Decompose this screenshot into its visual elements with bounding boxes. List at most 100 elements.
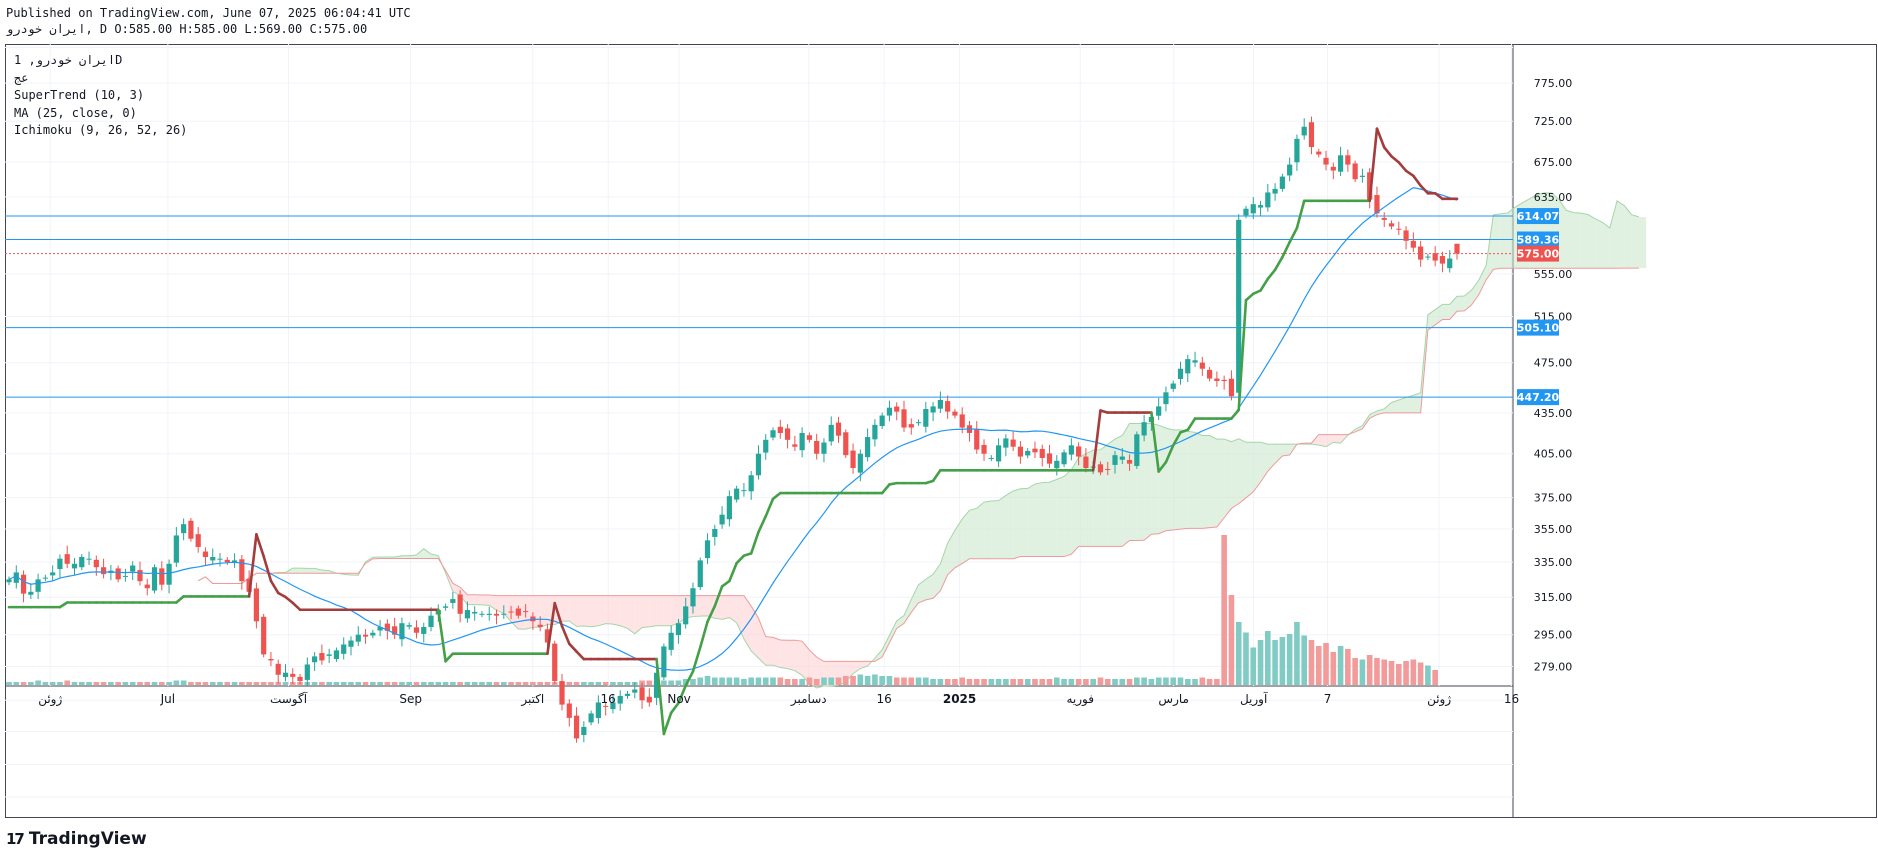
price-tick-label: 725.00 bbox=[1534, 115, 1573, 128]
volume-bar bbox=[1323, 643, 1329, 685]
volume-bar bbox=[42, 682, 49, 685]
ichimoku-cloud-segment bbox=[969, 508, 977, 559]
volume-bar bbox=[1148, 679, 1155, 685]
time-tick-label: دسامبر bbox=[790, 692, 827, 707]
volume-bar bbox=[915, 677, 922, 685]
candle-body bbox=[515, 608, 521, 616]
legend-supertrend[interactable]: SuperTrend (10, 3) bbox=[14, 88, 145, 102]
candle-body bbox=[886, 407, 893, 416]
supertrend-segment bbox=[1157, 460, 1168, 473]
tradingview-logo-icon: 17 bbox=[6, 830, 25, 848]
volume-bar bbox=[770, 677, 776, 685]
ichimoku-cloud-segment bbox=[1507, 207, 1516, 269]
ichimoku-cloud-segment bbox=[562, 595, 570, 622]
supertrend-segment bbox=[247, 533, 258, 598]
volume-bar bbox=[966, 679, 973, 685]
volume-bar bbox=[1206, 679, 1213, 685]
candle-body bbox=[1228, 378, 1235, 397]
candle-body bbox=[930, 406, 936, 413]
candle-body bbox=[603, 705, 609, 707]
level-badge-label: 614.07 bbox=[1517, 210, 1559, 223]
volume-bar bbox=[1308, 640, 1315, 685]
candle-body bbox=[377, 627, 383, 631]
volume-bar bbox=[595, 682, 602, 685]
volume-bar bbox=[901, 677, 907, 685]
legend-symbol[interactable]: ایران خودرو, 1D bbox=[14, 53, 123, 67]
candle-body bbox=[210, 557, 216, 561]
volume-bar bbox=[842, 676, 849, 685]
ichimoku-cloud-segment bbox=[1486, 214, 1494, 280]
time-tick-label: Nov bbox=[667, 692, 690, 706]
supertrend-segment bbox=[728, 561, 738, 583]
ichimoku-cloud-segment bbox=[903, 599, 912, 624]
volume-bar bbox=[1024, 679, 1031, 685]
volume-bar bbox=[486, 682, 493, 685]
candle-body bbox=[632, 689, 638, 693]
volume-bar bbox=[1410, 659, 1417, 685]
candle-body bbox=[1112, 455, 1118, 465]
level-badge bbox=[1517, 389, 1559, 406]
ichimoku-cloud-segment bbox=[540, 595, 548, 628]
candle-body bbox=[923, 409, 929, 427]
ichimoku-cloud-segment bbox=[416, 548, 424, 559]
candle-body bbox=[588, 713, 594, 723]
ichimoku-cloud-segment bbox=[634, 595, 643, 634]
ichimoku-cloud-segment bbox=[860, 661, 868, 669]
volume-bar bbox=[260, 682, 267, 685]
candle-body bbox=[1054, 460, 1060, 469]
volume-bar bbox=[1345, 649, 1351, 685]
candle-body bbox=[566, 703, 572, 718]
chart-area[interactable]: 775.00725.00675.00635.00555.00515.00475.… bbox=[5, 44, 1877, 818]
ichimoku-cloud-segment bbox=[794, 640, 803, 676]
candle-body bbox=[1032, 448, 1038, 453]
candle-body bbox=[1410, 240, 1416, 248]
volume-bar bbox=[1039, 679, 1046, 685]
supertrend-segment bbox=[880, 483, 891, 495]
volume-bar bbox=[35, 680, 41, 685]
volume-bar bbox=[188, 682, 194, 685]
supertrend-segment bbox=[437, 608, 447, 663]
volume-bar bbox=[1301, 635, 1307, 685]
legend-ma[interactable]: MA (25, close, 0) bbox=[14, 105, 137, 120]
candle-body bbox=[814, 440, 820, 454]
candle-body bbox=[100, 567, 107, 575]
volume-bar bbox=[406, 682, 413, 685]
candle-body bbox=[268, 658, 274, 661]
ichimoku-cloud-segment bbox=[1580, 213, 1588, 269]
candle-body bbox=[57, 558, 63, 569]
ichimoku-cloud-segment bbox=[1115, 435, 1123, 547]
ichimoku-cloud-segment bbox=[1457, 295, 1465, 312]
ichimoku-cloud-segment bbox=[1034, 482, 1043, 557]
candle-body bbox=[275, 663, 281, 675]
volume-bar bbox=[1163, 677, 1169, 685]
supertrend-segment bbox=[720, 579, 731, 588]
candle-body bbox=[610, 702, 616, 710]
volume-bar bbox=[1330, 652, 1337, 685]
ichimoku-cloud-segment bbox=[700, 595, 708, 617]
candle-body bbox=[1374, 195, 1380, 214]
candle-body bbox=[1388, 223, 1395, 227]
time-tick-label: 16 bbox=[601, 692, 616, 706]
volume-bar bbox=[173, 680, 180, 685]
candle-body bbox=[384, 623, 390, 631]
candle-body bbox=[370, 632, 376, 636]
ichimoku-cloud-segment bbox=[780, 640, 788, 669]
volume-bar bbox=[64, 680, 71, 685]
volume-bar bbox=[690, 679, 696, 685]
candle-body bbox=[1170, 383, 1176, 389]
ichimoku-cloud-segment bbox=[474, 594, 482, 605]
supertrend-segment bbox=[269, 579, 280, 595]
ichimoku-cloud-segment bbox=[1442, 304, 1450, 320]
ichimoku-cloud-segment bbox=[729, 595, 737, 623]
candle-body bbox=[799, 432, 805, 451]
candle-body bbox=[552, 643, 558, 682]
candle-body bbox=[13, 572, 19, 583]
candle-body bbox=[224, 559, 230, 563]
candle-body bbox=[202, 551, 209, 558]
legend-ichimoku[interactable]: Ichimoku (9, 26, 52, 26) bbox=[14, 123, 188, 137]
ichimoku-cloud-segment bbox=[1493, 213, 1501, 270]
supertrend-segment bbox=[1433, 191, 1444, 201]
volume-bar bbox=[442, 682, 449, 685]
candle-body bbox=[850, 450, 856, 469]
tradingview-logo[interactable]: 17 TradingView bbox=[6, 829, 147, 849]
